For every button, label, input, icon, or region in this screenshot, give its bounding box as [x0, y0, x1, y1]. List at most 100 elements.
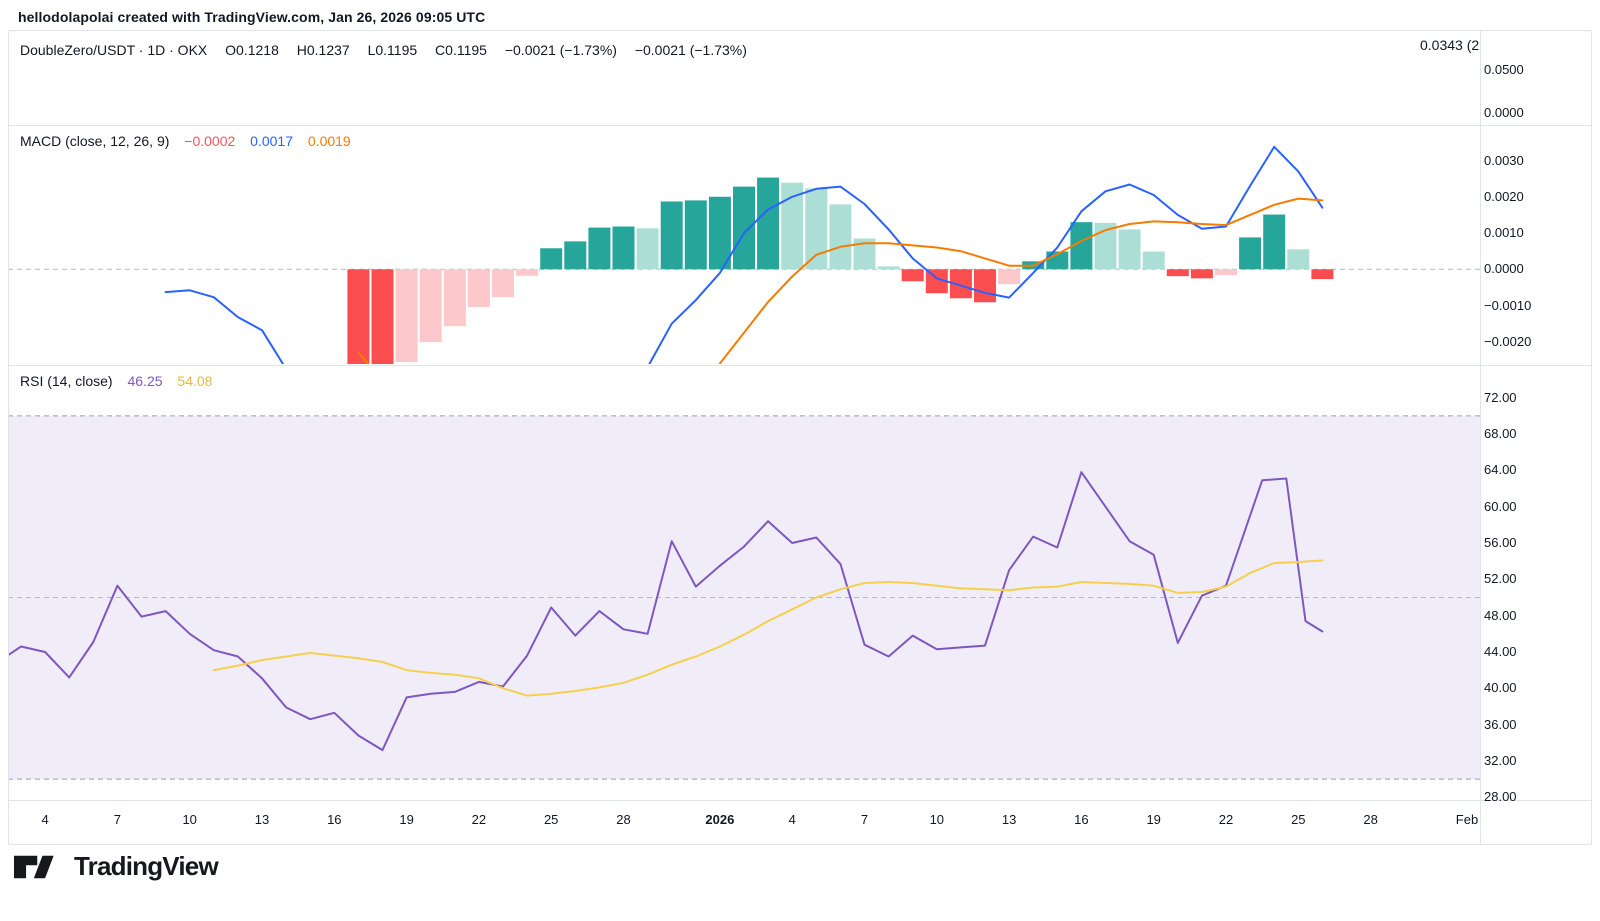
- y-axis-label: 0.0000: [1484, 261, 1524, 277]
- y-axis-label: 52.00: [1484, 571, 1517, 587]
- price-scale-separator: [1480, 30, 1481, 845]
- macd-histogram: [347, 177, 1334, 364]
- y-axis-label: 44.00: [1484, 643, 1517, 659]
- macd-histogram-bar: [1263, 214, 1286, 270]
- y-axis-label: 0.0030: [1484, 152, 1524, 168]
- rsi-value: 46.25: [127, 373, 163, 389]
- macd-histogram-bar: [901, 269, 924, 282]
- macd-legend: MACD (close, 12, 26, 9) −0.0002 0.0017 0…: [20, 133, 351, 149]
- macd-histogram-bar: [516, 269, 539, 276]
- macd-histogram-bar: [371, 269, 394, 364]
- rsi: [8, 471, 1324, 752]
- macd-title: MACD (close, 12, 26, 9): [20, 133, 170, 149]
- y-axis-label: 72.00: [1484, 389, 1517, 405]
- macd-histogram-bar: [1094, 222, 1117, 270]
- x-axis-label: 28: [616, 812, 631, 827]
- price-pane-legend: DoubleZero/USDT · 1D · OKX O0.1218 H0.12…: [20, 42, 747, 58]
- y-axis-label: 0.0010: [1484, 225, 1524, 241]
- tradingview-logo-icon: [14, 855, 54, 878]
- macd-histogram-bar: [1190, 269, 1213, 279]
- y-axis-label: −0.0010: [1484, 297, 1532, 313]
- x-axis-label: 4: [41, 812, 49, 827]
- macd-line: [164, 145, 1324, 364]
- ohlc-close: C0.1195: [435, 42, 487, 58]
- macd-histogram-bar: [1311, 269, 1334, 280]
- macd-histogram-bar: [564, 241, 587, 270]
- y-axis-label: 0.0000: [1484, 104, 1524, 120]
- macd-histogram-bar: [925, 269, 948, 294]
- macd-histogram-bar: [395, 269, 418, 363]
- macd-histogram-bar: [419, 269, 442, 343]
- tradingview-logo[interactable]: TradingView: [14, 851, 219, 882]
- x-axis-label: 2026: [705, 812, 735, 827]
- macd-histogram-bar: [443, 269, 466, 327]
- macd-histogram-bar: [1215, 269, 1237, 276]
- rsi-title: RSI (14, close): [20, 373, 113, 389]
- macd-histogram-bar: [853, 238, 876, 270]
- macd-histogram-bar: [1166, 269, 1189, 277]
- macd-histogram-bar: [492, 269, 514, 298]
- x-axis-label: 10: [929, 812, 945, 827]
- x-axis-label: 28: [1363, 812, 1378, 827]
- macd-histogram-bar: [998, 269, 1021, 285]
- x-axis-label: 22: [1218, 812, 1234, 827]
- price-pane-clipped-label: 0.0343 (2: [1420, 37, 1480, 53]
- rsi-ma-value: 54.08: [177, 373, 213, 389]
- x-axis-label: 19: [399, 812, 414, 827]
- macd-histogram-bar: [805, 188, 828, 270]
- macd-histogram-bar: [588, 227, 611, 270]
- ohlc-low: L0.1195: [367, 42, 418, 58]
- macd-signal-value: 0.0019: [307, 133, 351, 149]
- macd-histogram-bar: [877, 266, 900, 270]
- macd-histogram-bar: [540, 248, 563, 270]
- tradingview-logo-text: TradingView: [74, 851, 219, 881]
- pane-separator: [8, 800, 1592, 801]
- macd-histogram-value: −0.0002: [184, 133, 236, 149]
- y-axis-label: 60.00: [1484, 498, 1517, 514]
- y-axis-label: 64.00: [1484, 462, 1517, 478]
- macd-histogram-bar: [949, 269, 972, 299]
- signal-line: [357, 197, 1324, 364]
- macd-histogram-bar: [781, 182, 804, 270]
- rsi-legend: RSI (14, close) 46.25 54.08: [20, 373, 212, 389]
- x-axis-label: 19: [1146, 812, 1161, 827]
- x-axis-label: Feb: [1455, 812, 1479, 827]
- macd-histogram-bar: [733, 186, 755, 270]
- x-axis-label: 4: [788, 812, 796, 827]
- x-axis-label: 16: [1074, 812, 1089, 827]
- macd-histogram-bar: [829, 204, 852, 270]
- change-percent: −0.0021 (−1.73%): [634, 42, 747, 58]
- x-axis-label: 7: [860, 812, 869, 827]
- ohlc-open: O0.1218: [225, 42, 279, 58]
- y-axis-label: 48.00: [1484, 607, 1517, 623]
- credit-line: hellodolapolai created with TradingView.…: [18, 9, 486, 25]
- x-axis-label: 25: [543, 812, 559, 827]
- macd-histogram-bar: [1070, 222, 1093, 270]
- y-axis-label: 32.00: [1484, 752, 1517, 768]
- change-value: −0.0021 (−1.73%): [504, 42, 617, 58]
- y-axis-label: 0.0020: [1484, 188, 1524, 204]
- y-axis-label: 56.00: [1484, 534, 1517, 550]
- x-axis-label: 13: [1001, 812, 1017, 827]
- x-axis-label: 13: [254, 812, 270, 827]
- x-axis-label: 7: [113, 812, 121, 827]
- macd-histogram-bar: [612, 226, 635, 270]
- rsi-based-ma: [212, 559, 1324, 697]
- macd-histogram-bar: [636, 228, 659, 270]
- y-axis-label: −0.0020: [1484, 333, 1532, 349]
- macd-histogram-bar: [1239, 237, 1262, 270]
- macd-histogram-bar: [347, 269, 370, 364]
- macd-histogram-bar: [1118, 229, 1141, 270]
- pane-separator: [8, 125, 1592, 126]
- macd-histogram-bar: [467, 269, 490, 307]
- symbol-title: DoubleZero/USDT · 1D · OKX: [20, 42, 208, 58]
- macd-histogram-bar: [708, 196, 731, 270]
- macd-histogram-bar: [1142, 251, 1165, 270]
- pane-separator: [8, 365, 1592, 366]
- macd-histogram-bar: [1287, 249, 1310, 270]
- macd-line-value: 0.0017: [250, 133, 293, 149]
- y-axis-label: 68.00: [1484, 426, 1517, 442]
- x-axis-label: 16: [327, 812, 342, 827]
- y-axis-label: 0.0500: [1484, 61, 1524, 77]
